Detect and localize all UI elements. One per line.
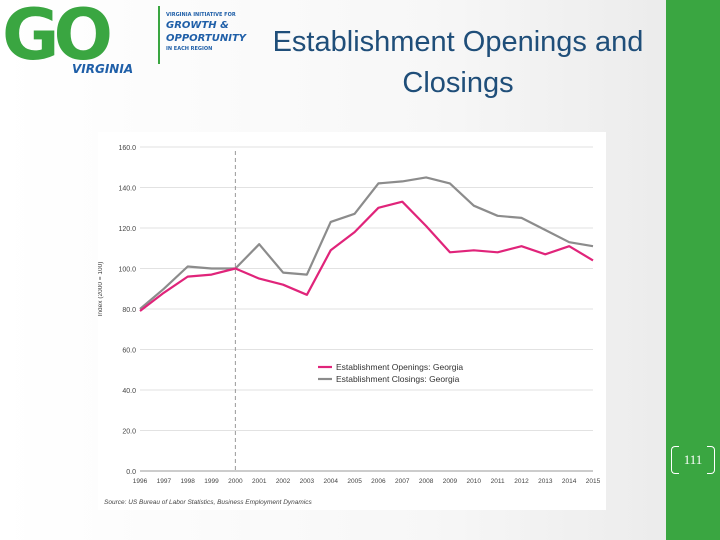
y-tick-label: 60.0	[122, 348, 136, 355]
x-tick-label: 2015	[586, 478, 601, 485]
x-tick-label: 1997	[157, 478, 172, 485]
line-chart: 0.0 20.0 40.0 60.0 80.0 100.0 120.0 140.0 160.0 1…	[97, 145, 601, 506]
x-tick-label: 1998	[180, 478, 195, 485]
x-tick-label: 2008	[419, 478, 434, 485]
y-axis-title: Index (2000 = 100)	[98, 262, 104, 317]
y-tick-label: 20.0	[122, 429, 136, 436]
series-line-closings	[139, 176, 594, 310]
x-tick-label: 1999	[204, 478, 219, 485]
x-tick-label: 2005	[347, 478, 362, 485]
x-tick-label: 1996	[133, 478, 148, 485]
slide-title-line1: Establishment Openings and	[272, 26, 644, 58]
logo-divider	[158, 6, 160, 64]
y-tick-label: 80.0	[122, 307, 136, 314]
side-accent-bar	[666, 0, 720, 540]
y-tick-label: 0.0	[126, 469, 136, 476]
y-tick-label: 120.0	[118, 226, 136, 233]
x-tick-label: 2010	[467, 478, 482, 485]
logo-tagline-line1: VIRGINIA INITIATIVE FOR	[166, 12, 236, 18]
logo-subtext: VIRGINIA	[72, 62, 134, 76]
x-tick-label: 2011	[491, 478, 505, 485]
go-virginia-logo: GO VIRGINIA VIRGINIA INITIATIVE FOR GROW…	[0, 0, 270, 84]
logo-tagline-line3: OPPORTUNITY	[166, 33, 247, 44]
x-tick-label: 2000	[228, 478, 243, 485]
x-tick-label: 2013	[538, 478, 553, 485]
x-tick-label: 2002	[276, 478, 291, 485]
x-tick-label: 2006	[371, 478, 386, 485]
page-number: 111	[670, 446, 716, 474]
logo-tagline: VIRGINIA INITIATIVE FOR GROWTH & OPPORTU…	[166, 12, 246, 53]
x-tick-label: 2003	[300, 478, 315, 485]
y-tick-label: 160.0	[118, 145, 136, 152]
x-tick-label: 2014	[562, 478, 577, 485]
x-tick-label: 2012	[514, 478, 529, 485]
chart-panel: 0.0 20.0 40.0 60.0 80.0 100.0 120.0 140.0 160.0 1…	[97, 132, 606, 510]
slide-title-line2: Closings	[402, 67, 514, 99]
chart-source-note: Source: US Bureau of Labor Statistics, B…	[104, 499, 312, 506]
slide-title: Establishment Openings and Closings	[262, 22, 654, 104]
x-tick-label: 2009	[443, 478, 458, 485]
logo-tagline-line2: GROWTH &	[166, 20, 229, 31]
x-tick-label: 2004	[324, 478, 339, 485]
logo-mark: GO	[2, 0, 113, 76]
y-tick-label: 140.0	[118, 186, 136, 193]
x-tick-label: 2007	[395, 478, 410, 485]
logo-tagline-line4: IN EACH REGION	[166, 46, 213, 52]
legend-label: Establishment Closings: Georgia	[336, 374, 460, 384]
legend-label: Establishment Openings: Georgia	[336, 362, 463, 372]
y-tick-label: 40.0	[122, 388, 136, 395]
x-tick-label: 2001	[252, 478, 267, 485]
series-line-openings	[139, 200, 594, 312]
y-tick-label: 100.0	[118, 267, 136, 274]
